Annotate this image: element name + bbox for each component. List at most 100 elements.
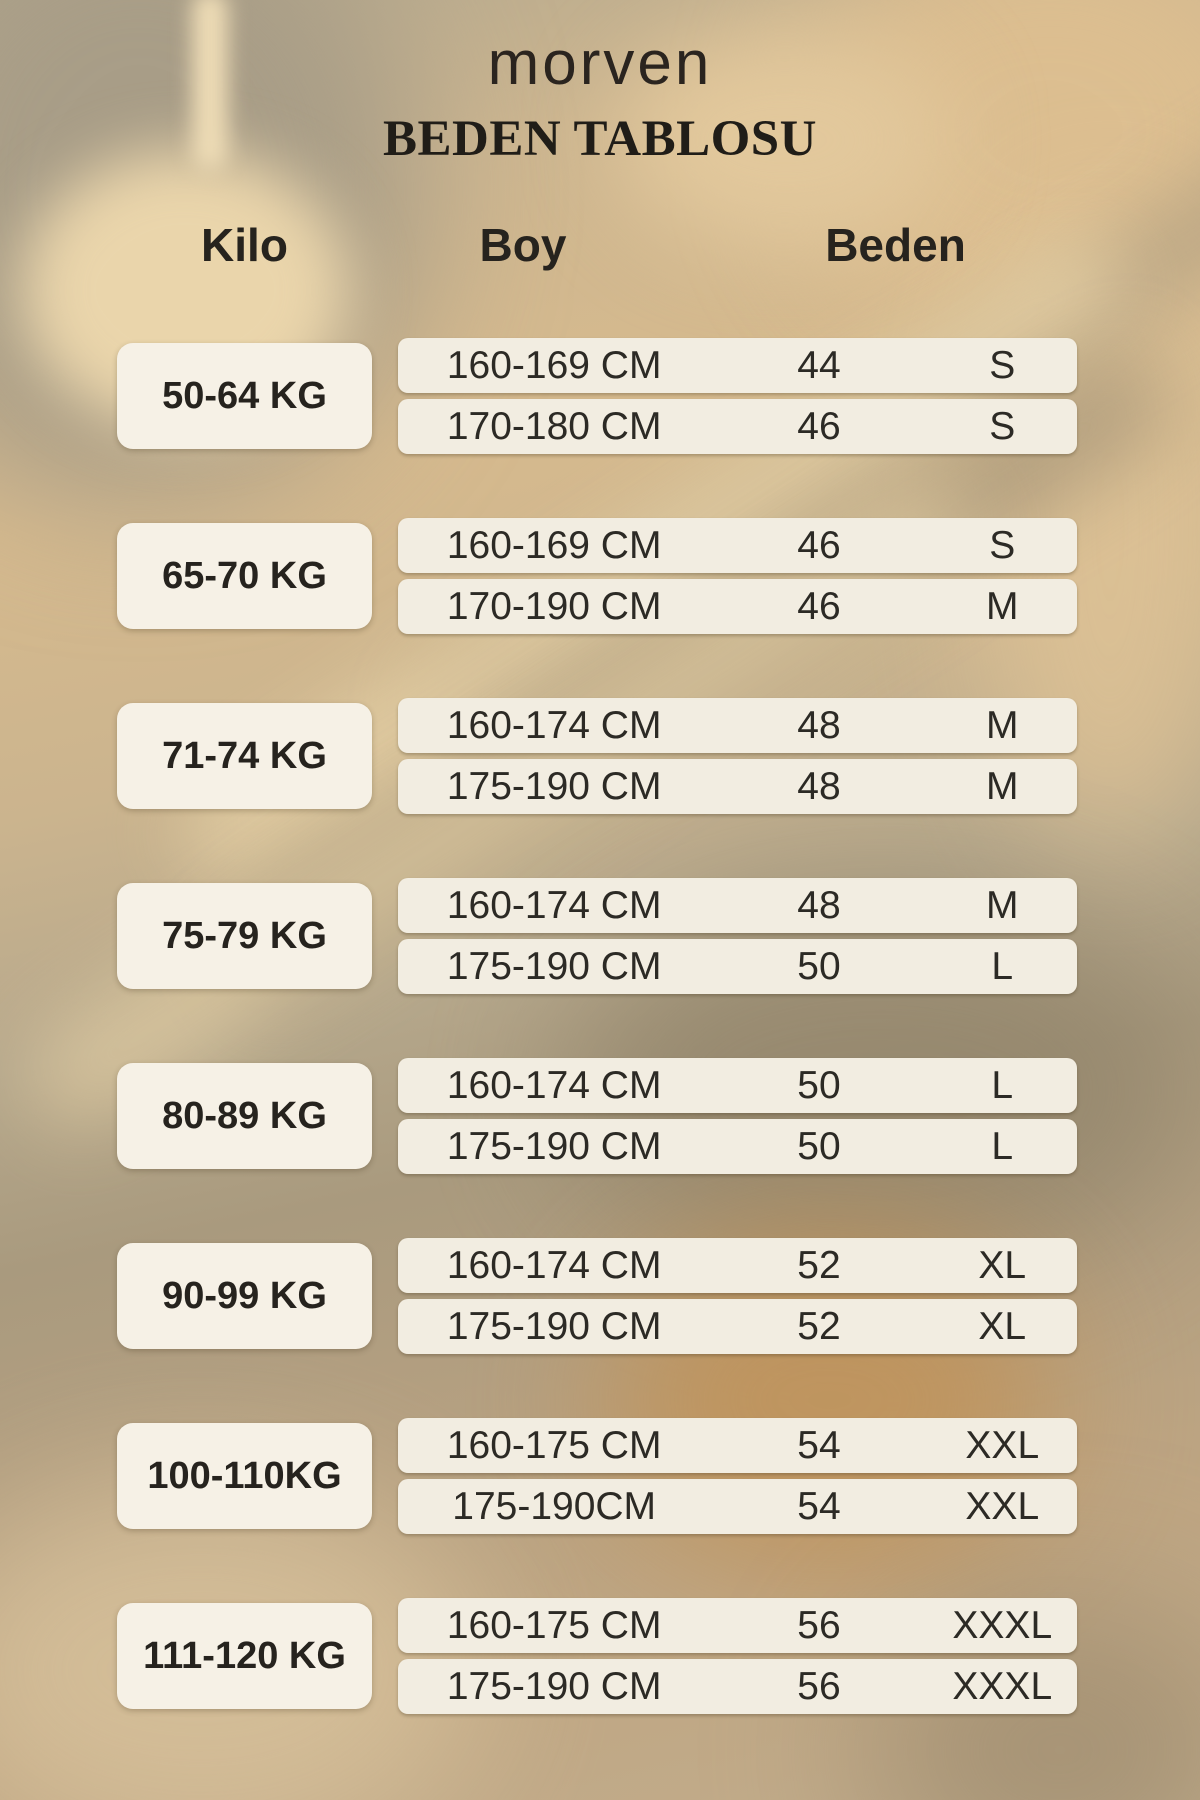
height-range: 175-190 CM	[446, 1664, 662, 1708]
weight-range-badge: 65-70 KG	[117, 523, 372, 629]
size-row: 160-175 CM 56 XXXL	[398, 1598, 1077, 1653]
size-number: 48	[797, 703, 841, 747]
size-row: 160-174 CM 48 M	[398, 698, 1077, 753]
size-letter: L	[991, 1063, 1014, 1107]
weight-range-label: 65-70 KG	[162, 554, 327, 597]
height-range: 160-174 CM	[446, 1063, 662, 1107]
weight-range-badge: 75-79 KG	[117, 883, 372, 989]
group-rows: 160-174 CM 48 M 175-190 CM 48 M	[398, 698, 1077, 814]
size-number: 48	[797, 764, 841, 808]
size-number: 52	[797, 1243, 841, 1287]
size-number: 46	[797, 584, 841, 628]
size-letter: XXXL	[952, 1603, 1053, 1647]
size-number: 50	[797, 944, 841, 988]
page-title: BEDEN TABLOSU	[383, 111, 817, 167]
group-rows: 160-169 CM 46 S 170-190 CM 46 M	[398, 518, 1077, 634]
weight-group: 80-89 KG 160-174 CM 50 L 175-190 CM 50 L	[117, 1058, 1077, 1174]
weight-group: 71-74 KG 160-174 CM 48 M 175-190 CM 48 M	[117, 698, 1077, 814]
size-letter: XXL	[965, 1484, 1040, 1528]
size-row: 170-180 CM 46 S	[398, 399, 1077, 454]
size-row: 160-174 CM 48 M	[398, 878, 1077, 933]
size-row: 160-169 CM 44 S	[398, 338, 1077, 393]
size-number: 56	[797, 1603, 841, 1647]
size-number: 50	[797, 1124, 841, 1168]
height-range: 160-169 CM	[446, 523, 662, 567]
group-rows: 160-174 CM 50 L 175-190 CM 50 L	[398, 1058, 1077, 1174]
size-row: 160-174 CM 52 XL	[398, 1238, 1077, 1293]
size-row: 175-190 CM 48 M	[398, 759, 1077, 814]
group-rows: 160-174 CM 52 XL 175-190 CM 52 XL	[398, 1238, 1077, 1354]
weight-range-label: 90-99 KG	[162, 1274, 327, 1317]
weight-group: 90-99 KG 160-174 CM 52 XL 175-190 CM 52 …	[117, 1238, 1077, 1354]
weight-group: 111-120 KG 160-175 CM 56 XXXL 175-190 CM…	[117, 1598, 1077, 1714]
group-rows: 160-174 CM 48 M 175-190 CM 50 L	[398, 878, 1077, 994]
height-range: 175-190 CM	[446, 764, 662, 808]
size-letter: S	[989, 404, 1016, 448]
size-number: 52	[797, 1304, 841, 1348]
height-range: 175-190 CM	[446, 1304, 662, 1348]
weight-group: 75-79 KG 160-174 CM 48 M 175-190 CM 50 L	[117, 878, 1077, 994]
weight-range-label: 100-110KG	[147, 1454, 342, 1497]
size-row: 175-190 CM 50 L	[398, 1119, 1077, 1174]
hanger-shape	[620, 30, 950, 250]
column-headers: Kilo Boy Beden	[0, 218, 1200, 278]
hanger-hook-shape	[192, 0, 228, 170]
size-letter: M	[986, 883, 1019, 927]
size-table: 50-64 KG 160-169 CM 44 S 170-180 CM 46 S…	[117, 338, 1077, 1778]
size-row: 160-175 CM 54 XXL	[398, 1418, 1077, 1473]
size-letter: L	[991, 944, 1014, 988]
height-range: 170-180 CM	[446, 404, 662, 448]
brand-logo: morven	[487, 29, 713, 98]
size-number: 46	[797, 523, 841, 567]
size-number: 46	[797, 404, 841, 448]
weight-range-label: 50-64 KG	[162, 374, 327, 417]
weight-range-badge: 71-74 KG	[117, 703, 372, 809]
size-row: 175-190 CM 50 L	[398, 939, 1077, 994]
weight-range-badge: 80-89 KG	[117, 1063, 372, 1169]
size-row: 160-169 CM 46 S	[398, 518, 1077, 573]
size-letter: S	[989, 343, 1016, 387]
size-number: 56	[797, 1664, 841, 1708]
height-range: 160-174 CM	[446, 1243, 662, 1287]
weight-range-badge: 111-120 KG	[117, 1603, 372, 1709]
size-letter: XXXL	[952, 1664, 1053, 1708]
column-header-kilo: Kilo	[201, 219, 288, 271]
group-rows: 160-169 CM 44 S 170-180 CM 46 S	[398, 338, 1077, 454]
group-rows: 160-175 CM 54 XXL 175-190CM 54 XXL	[398, 1418, 1077, 1534]
size-row: 175-190CM 54 XXL	[398, 1479, 1077, 1534]
size-letter: M	[986, 764, 1019, 808]
size-letter: M	[986, 584, 1019, 628]
size-row: 175-190 CM 52 XL	[398, 1299, 1077, 1354]
size-letter: L	[991, 1124, 1014, 1168]
weight-range-label: 71-74 KG	[162, 734, 327, 777]
height-range: 160-175 CM	[446, 1423, 662, 1467]
weight-group: 50-64 KG 160-169 CM 44 S 170-180 CM 46 S	[117, 338, 1077, 454]
weight-range-label: 80-89 KG	[162, 1094, 327, 1137]
height-range: 160-169 CM	[446, 343, 662, 387]
size-number: 50	[797, 1063, 841, 1107]
size-letter: XL	[978, 1243, 1027, 1287]
size-letter: XL	[978, 1304, 1027, 1348]
size-row: 160-174 CM 50 L	[398, 1058, 1077, 1113]
size-row: 175-190 CM 56 XXXL	[398, 1659, 1077, 1714]
height-range: 170-190 CM	[446, 584, 662, 628]
size-row: 170-190 CM 46 M	[398, 579, 1077, 634]
height-range: 160-174 CM	[446, 883, 662, 927]
weight-range-label: 75-79 KG	[162, 914, 327, 957]
weight-range-badge: 100-110KG	[117, 1423, 372, 1529]
size-number: 48	[797, 883, 841, 927]
group-rows: 160-175 CM 56 XXXL 175-190 CM 56 XXXL	[398, 1598, 1077, 1714]
column-header-boy: Boy	[479, 219, 567, 271]
size-number: 54	[797, 1484, 841, 1528]
weight-group: 100-110KG 160-175 CM 54 XXL 175-190CM 54…	[117, 1418, 1077, 1534]
weight-range-badge: 50-64 KG	[117, 343, 372, 449]
weight-range-label: 111-120 KG	[143, 1634, 346, 1677]
height-range: 160-175 CM	[446, 1603, 662, 1647]
height-range: 160-174 CM	[446, 703, 662, 747]
size-number: 44	[797, 343, 841, 387]
height-range: 175-190CM	[452, 1484, 657, 1528]
height-range: 175-190 CM	[446, 1124, 662, 1168]
size-letter: XXL	[965, 1423, 1040, 1467]
size-number: 54	[797, 1423, 841, 1467]
